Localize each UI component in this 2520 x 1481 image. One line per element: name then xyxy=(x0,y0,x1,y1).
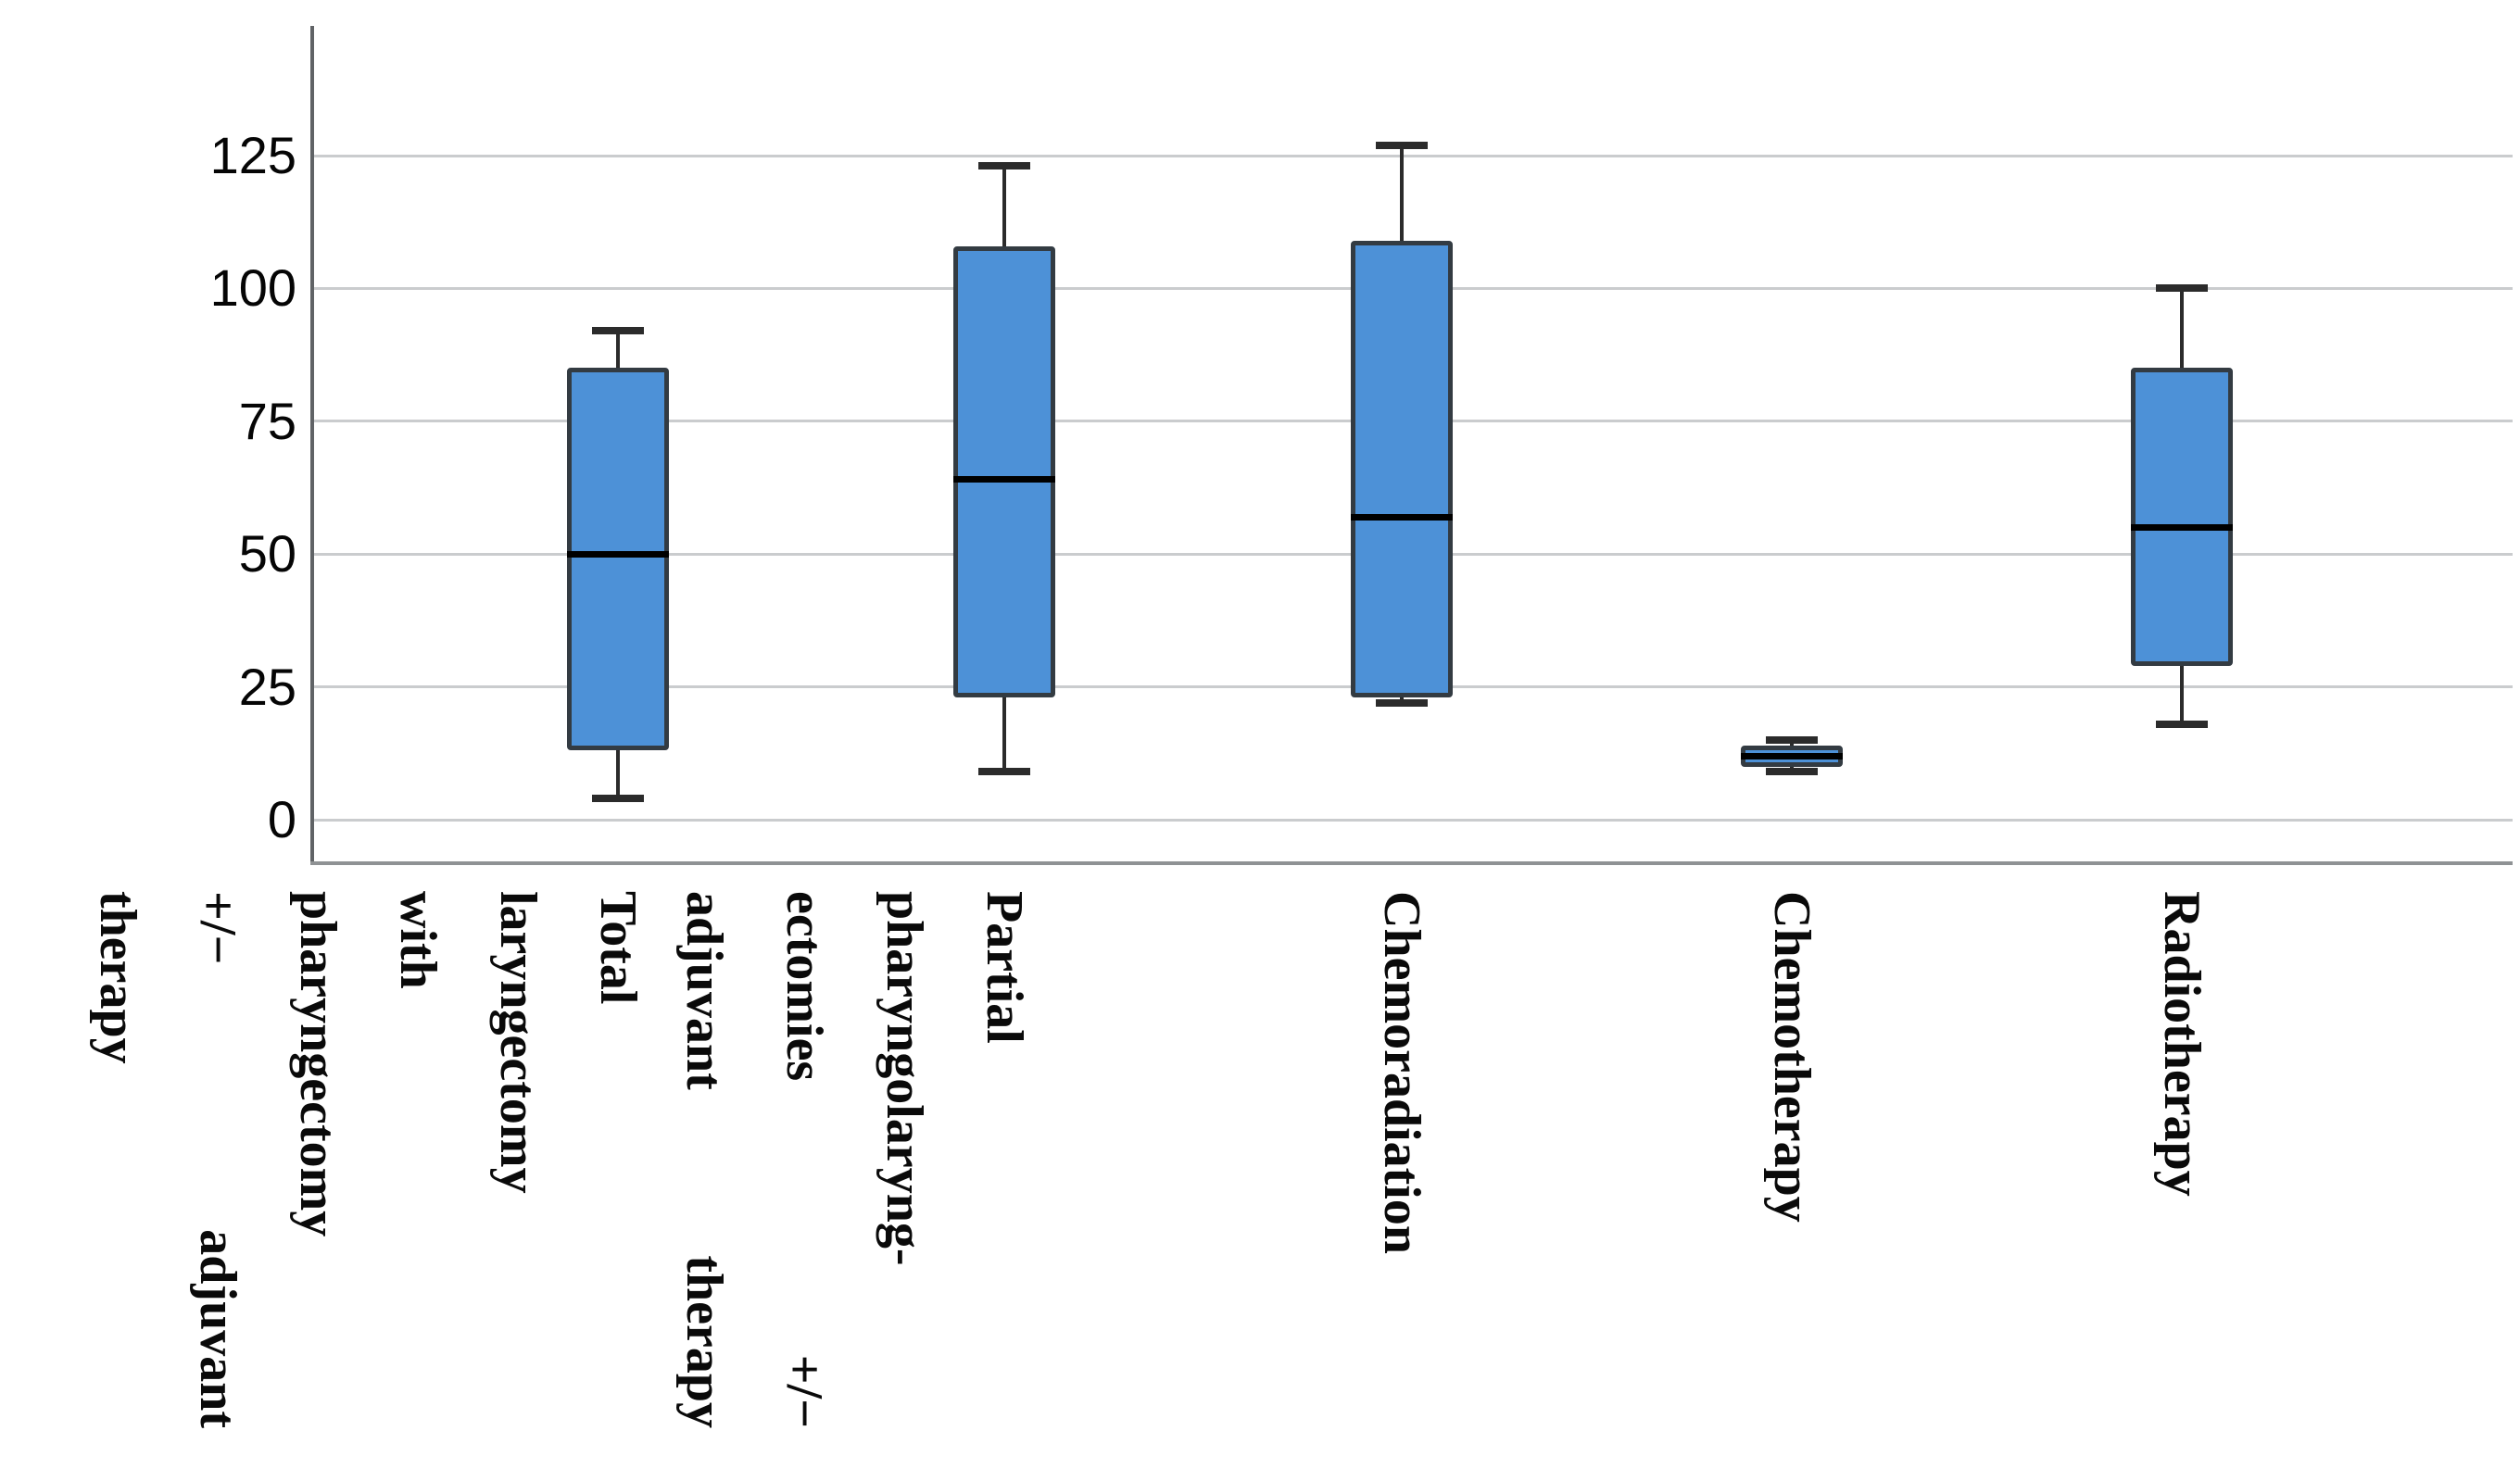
median-line xyxy=(953,476,1055,483)
whisker-cap-bottom xyxy=(592,795,644,803)
gridline-y-0 xyxy=(310,818,2513,822)
whisker-cap-bottom xyxy=(1766,768,1818,776)
median-line xyxy=(1351,513,1453,521)
median-line xyxy=(567,550,669,558)
x-axis-label-1: Total laryngectomy with pharyngectomy +/− ad… xyxy=(68,891,668,1428)
x-axis-label-4: Chemotherapy xyxy=(1742,891,1842,1428)
box-2 xyxy=(953,245,1055,698)
whisker-cap-bottom xyxy=(2156,720,2208,728)
whisker-cap-bottom xyxy=(1376,698,1428,707)
x-axis-label-line: ectomies +/− xyxy=(775,891,833,1428)
plot-frame-bottom xyxy=(310,861,2513,865)
x-axis-label-2: Partial pharyngolaryng-ectomies +/− adjuva… xyxy=(654,891,1054,1428)
x-axis-label-line: Partial xyxy=(976,891,1033,1044)
whisker-cap-top xyxy=(592,327,644,335)
x-axis-label-line: Chemotherapy xyxy=(1763,891,1821,1223)
x-axis-label-line: adjuvant therapy xyxy=(675,891,733,1428)
whisker-cap-top xyxy=(2156,284,2208,293)
x-axis-label-line: pharyngolaryng- xyxy=(876,891,933,1266)
y-tick-label: 50 xyxy=(238,524,296,584)
whisker-cap-top xyxy=(1766,735,1818,744)
y-tick-label: 125 xyxy=(209,126,296,184)
whisker-lower-line xyxy=(616,750,620,799)
x-axis-label-line: Total xyxy=(589,891,647,1005)
median-line xyxy=(2131,524,2233,532)
y-tick-label: 0 xyxy=(267,790,296,848)
box-5 xyxy=(2131,368,2233,666)
median-line xyxy=(1741,752,1843,759)
y-tick-label: 25 xyxy=(238,657,296,716)
y-tick-label: 75 xyxy=(238,391,296,450)
x-axis-label-line: Chemoradiation xyxy=(1373,891,1430,1254)
y-axis-line xyxy=(310,26,314,865)
y-tick-label: 100 xyxy=(209,258,296,318)
x-axis-label-line: with xyxy=(389,891,447,989)
x-axis-label-line: pharyngectomy xyxy=(289,891,346,1237)
whisker-upper-line xyxy=(2180,288,2184,369)
box-3 xyxy=(1351,240,1453,698)
whisker-lower-line xyxy=(2180,665,2184,724)
whisker-upper-line xyxy=(616,331,620,369)
x-axis-label-line: +/− adjuvant xyxy=(189,891,246,1428)
x-axis-label-line: Radiotherapy xyxy=(2153,891,2211,1197)
x-axis-label-5: Radiotherapy xyxy=(2132,891,2232,1428)
whisker-cap-top xyxy=(1376,141,1428,149)
x-axis-label-line: laryngectomy xyxy=(489,891,547,1194)
whisker-lower-line xyxy=(1002,697,1006,772)
box-1 xyxy=(567,368,669,751)
gridline-y-125 xyxy=(310,154,2513,157)
whisker-upper-line xyxy=(1400,144,1404,241)
whisker-cap-top xyxy=(978,162,1030,170)
whisker-upper-line xyxy=(1002,166,1006,246)
x-axis-label-line: therapy xyxy=(89,891,146,1064)
whisker-cap-bottom xyxy=(978,768,1030,776)
x-axis-label-3: Chemoradiation xyxy=(1352,891,1452,1428)
